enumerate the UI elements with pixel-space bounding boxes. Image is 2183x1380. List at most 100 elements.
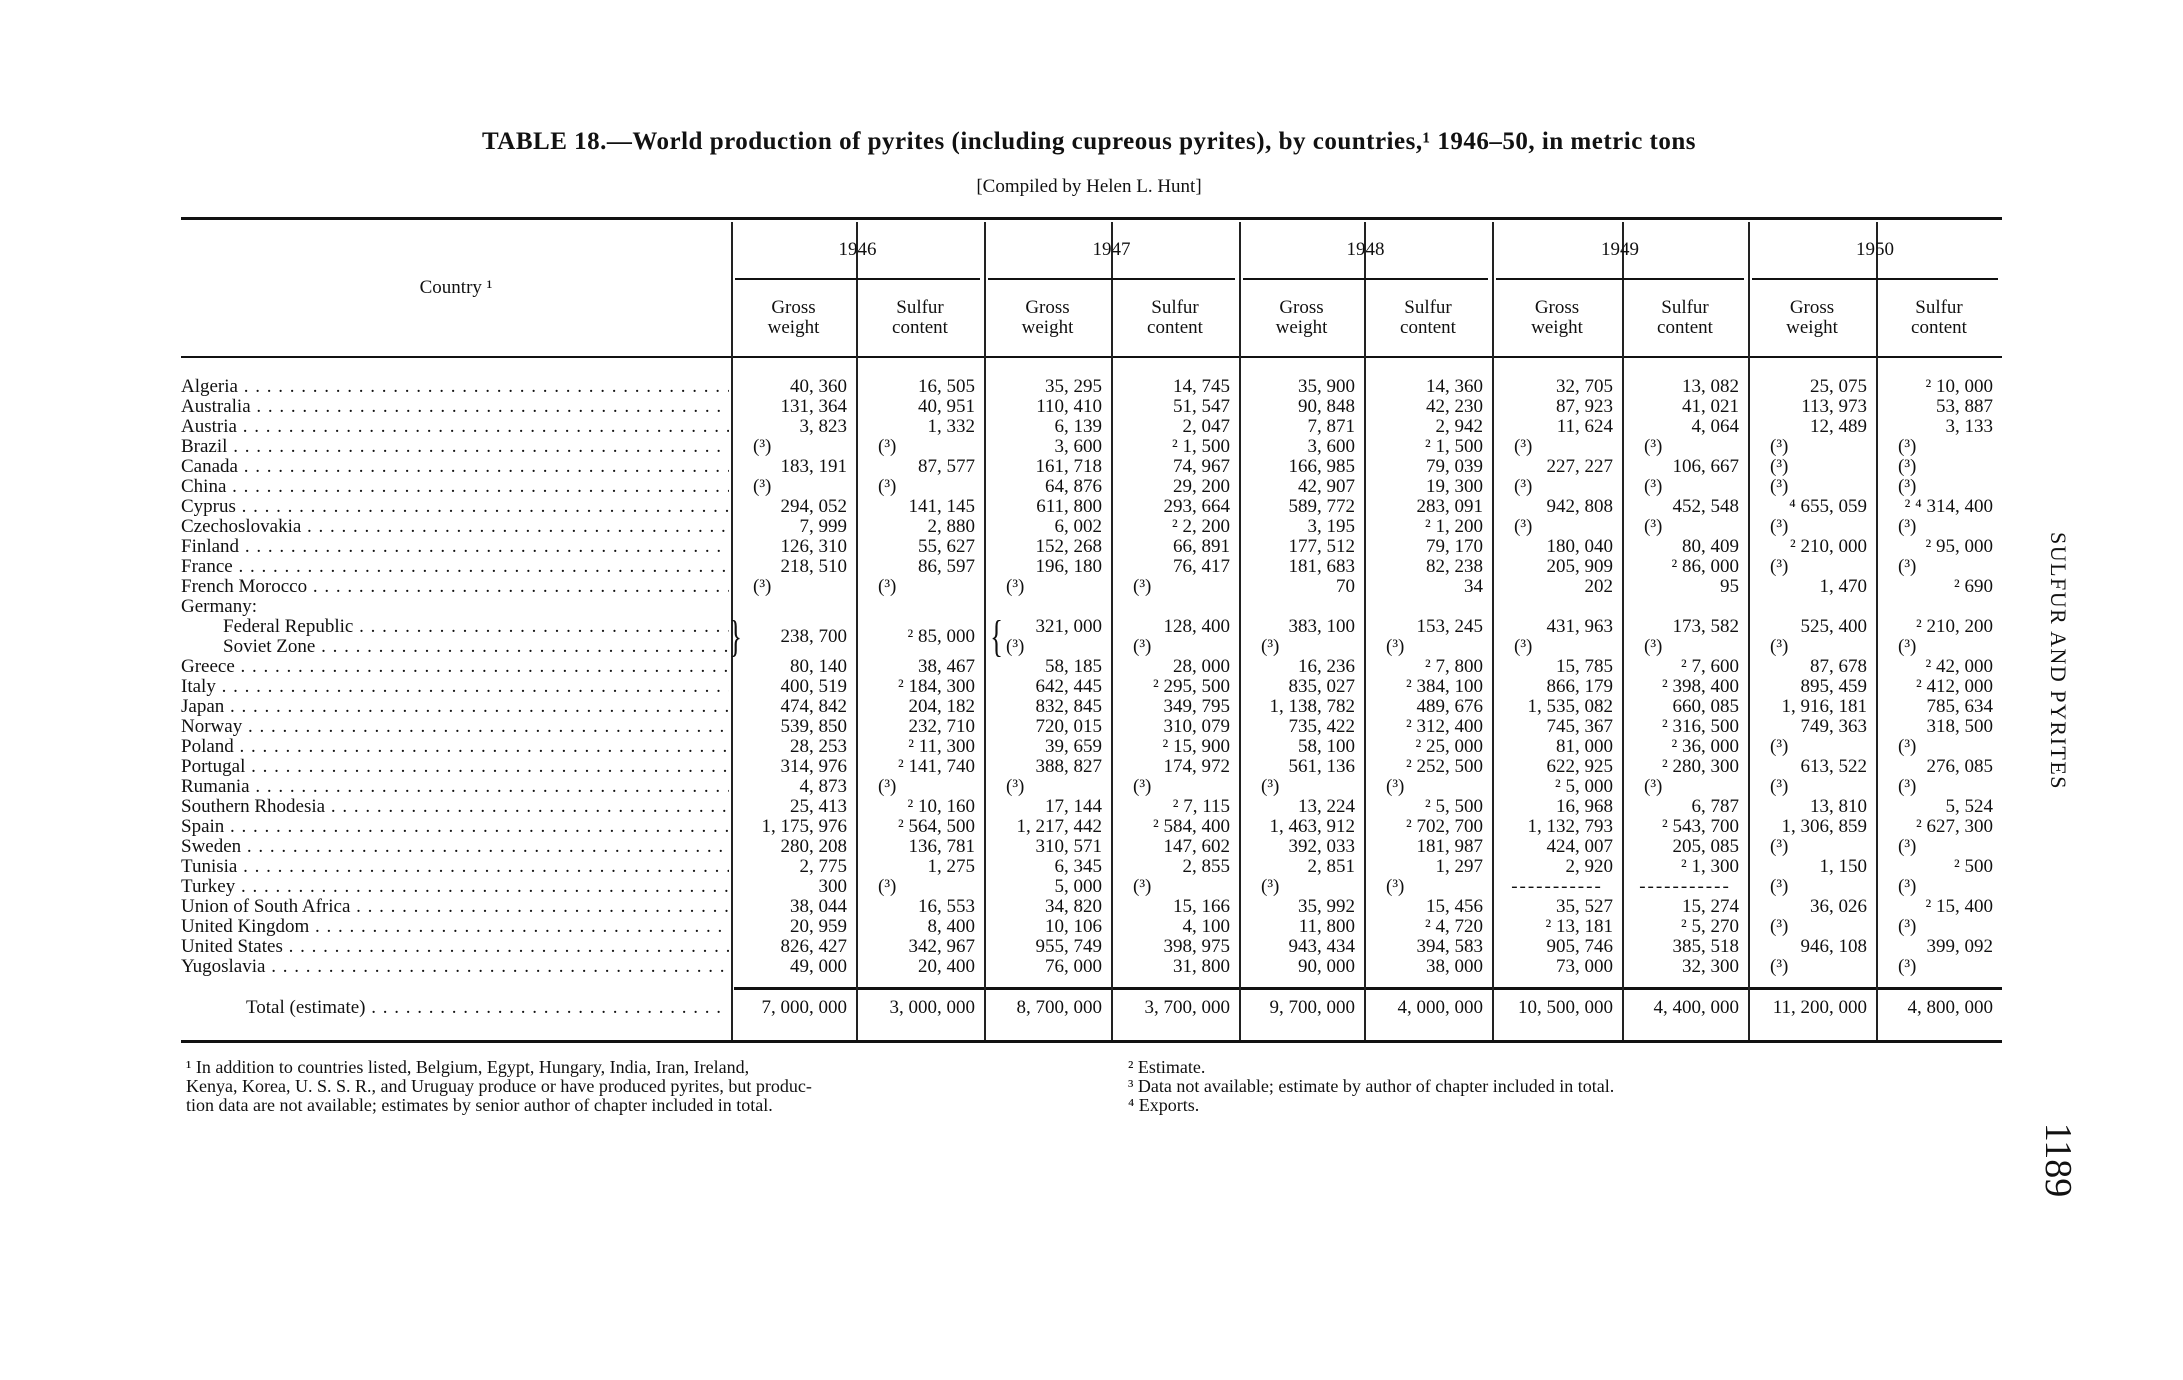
gross-header-line: weight [767,317,820,338]
table-row: China . . . . . . . . . . . . . . . . . … [181,477,2002,497]
value-cell: (³) [1770,636,1789,657]
table-row: Algeria . . . . . . . . . . . . . . . . … [181,377,2002,397]
value-cell: 785, 634 [1926,696,1994,717]
value-cell: 622, 925 [1546,756,1614,777]
value-cell: 16, 968 [1556,796,1613,817]
value-cell: 32, 705 [1556,376,1613,397]
value-cell: 1, 275 [927,856,976,877]
value-cell: ² 564, 500 [898,816,975,837]
value-cell: ² 36, 000 [1671,736,1739,757]
value-cell: 25, 075 [1810,376,1867,397]
value-cell: 4, 064 [1691,416,1740,437]
value-cell: 1, 297 [1435,856,1484,877]
table-row: Japan . . . . . . . . . . . . . . . . . … [181,697,2002,717]
value-cell: 318, 500 [1926,716,1994,737]
value-cell: ² 2, 200 [1172,516,1230,537]
dot-leader: . . . . . . . . . . . . . . . . . . . . … [251,757,729,777]
country-label: Federal Republic . . . . . . . . . . . .… [181,617,729,637]
dot-leader: . . . . . . . . . . . . . . . . . . . . … [255,777,729,797]
country-label: Australia . . . . . . . . . . . . . . . … [181,397,729,417]
value-cell: 131, 364 [780,396,848,417]
value-cell: 2, 775 [799,856,848,877]
value-cell: (³) [1644,636,1663,657]
value-cell: 1, 138, 782 [1269,696,1356,717]
value-cell: 10, 106 [1045,916,1102,937]
value-cell: 73, 000 [1556,956,1613,977]
value-cell: (³) [1770,916,1789,937]
value-cell: 3, 700, 000 [1144,997,1231,1018]
value-cell: (³) [1006,576,1025,597]
value-cell: (³) [1770,956,1789,977]
value-cell: 13, 810 [1810,796,1867,817]
value-cell: 20, 400 [918,956,975,977]
value-cell: 76, 417 [1173,556,1230,577]
sulfur-column-header: Sulfur content [1111,298,1239,338]
value-cell: ² 1, 300 [1681,856,1739,877]
value-cell: ² 10, 160 [907,796,975,817]
footnote-1-line: Kenya, Korea, U. S. S. R., and Uruguay p… [186,1076,812,1096]
dot-leader: . . . . . . . . . . . . . . . . . . . . … [230,697,729,717]
value-cell: 398, 975 [1163,936,1231,957]
column-divider [1492,222,1494,1040]
value-cell: 2, 942 [1435,416,1484,437]
dot-leader: . . . . . . . . . . . . . . . . . . . . … [233,437,729,457]
value-cell: 293, 664 [1163,496,1231,517]
dot-leader: . . . . . . . . . . . . . . . . . . . . … [356,897,729,917]
value-cell: 29, 200 [1173,476,1230,497]
table-row: Rumania . . . . . . . . . . . . . . . . … [181,777,2002,797]
table-row: Czechoslovakia . . . . . . . . . . . . .… [181,517,2002,537]
dot-leader: . . . . . . . . . . . . . . . . . . . . … [240,877,729,897]
value-cell: ----------- [1639,877,1731,897]
dot-leader: . . . . . . . . . . . . . . . . . . . . … [239,737,729,757]
value-cell: 87, 678 [1810,656,1867,677]
value-cell: 942, 808 [1546,496,1614,517]
value-cell: (³) [878,776,897,797]
country-label: China . . . . . . . . . . . . . . . . . … [181,477,729,497]
country-name: United Kingdom [181,917,310,937]
dot-leader: . . . . . . . . . . . . . . . . . . . . … [232,477,729,497]
value-cell: ² 25, 000 [1415,736,1483,757]
value-cell: 642, 445 [1035,676,1103,697]
value-cell: 7, 871 [1307,416,1356,437]
value-cell: (³) [1514,476,1533,497]
value-cell: ² 252, 500 [1406,756,1483,777]
value-cell: 34, 820 [1045,896,1102,917]
country-label: Poland . . . . . . . . . . . . . . . . .… [181,737,729,757]
value-cell: 400, 519 [780,676,848,697]
dot-leader: . . . . . . . . . . . . . . . . . . . . … [256,397,729,417]
value-cell: ² 5, 000 [1555,776,1613,797]
dot-leader: . . . . . . . . . . . . . . . . . . . . … [312,577,729,597]
value-cell: 489, 676 [1416,696,1484,717]
dot-leader: . . . . . . . . . . . . . . . . . . . . … [244,537,729,557]
value-cell: ² 15, 400 [1925,896,1993,917]
column-divider [1364,222,1366,1040]
total-row: Total (estimate) . . . . . . . . . . . .… [181,998,2002,1018]
value-cell: 35, 527 [1556,896,1613,917]
value-cell: 424, 007 [1546,836,1614,857]
value-cell: 1, 150 [1819,856,1868,877]
value-cell: 385, 518 [1672,936,1740,957]
dot-leader: . . . . . . . . . . . . . . . . . . . . … [307,517,729,537]
value-cell: ² 398, 400 [1662,676,1739,697]
footnotes-right: ² Estimate. ³ Data not available; estima… [1128,1058,1928,1115]
table-row: France . . . . . . . . . . . . . . . . .… [181,557,2002,577]
value-cell: 173, 582 [1672,616,1740,637]
value-cell: ² 584, 400 [1153,816,1230,837]
value-cell: 196, 180 [1035,556,1103,577]
dot-leader: . . . . . . . . . . . . . . . . . . . . … [271,957,729,977]
value-cell: (³) [1514,436,1533,457]
value-cell: 294, 052 [780,496,848,517]
value-cell: 15, 166 [1173,896,1230,917]
value-cell: 5, 524 [1945,796,1994,817]
gross-header-line: Gross [1025,297,1070,318]
value-cell: (³) [1770,736,1789,757]
value-cell: 388, 827 [1035,756,1103,777]
value-cell: 749, 363 [1800,716,1868,737]
column-divider [1111,222,1113,1040]
value-cell: ² 1, 500 [1425,436,1483,457]
value-cell: 310, 079 [1163,716,1231,737]
gross-column-header: Gross weight [1239,298,1364,338]
value-cell: 42, 907 [1298,476,1355,497]
value-cell: (³) [1644,436,1663,457]
value-cell: 38, 044 [790,896,847,917]
